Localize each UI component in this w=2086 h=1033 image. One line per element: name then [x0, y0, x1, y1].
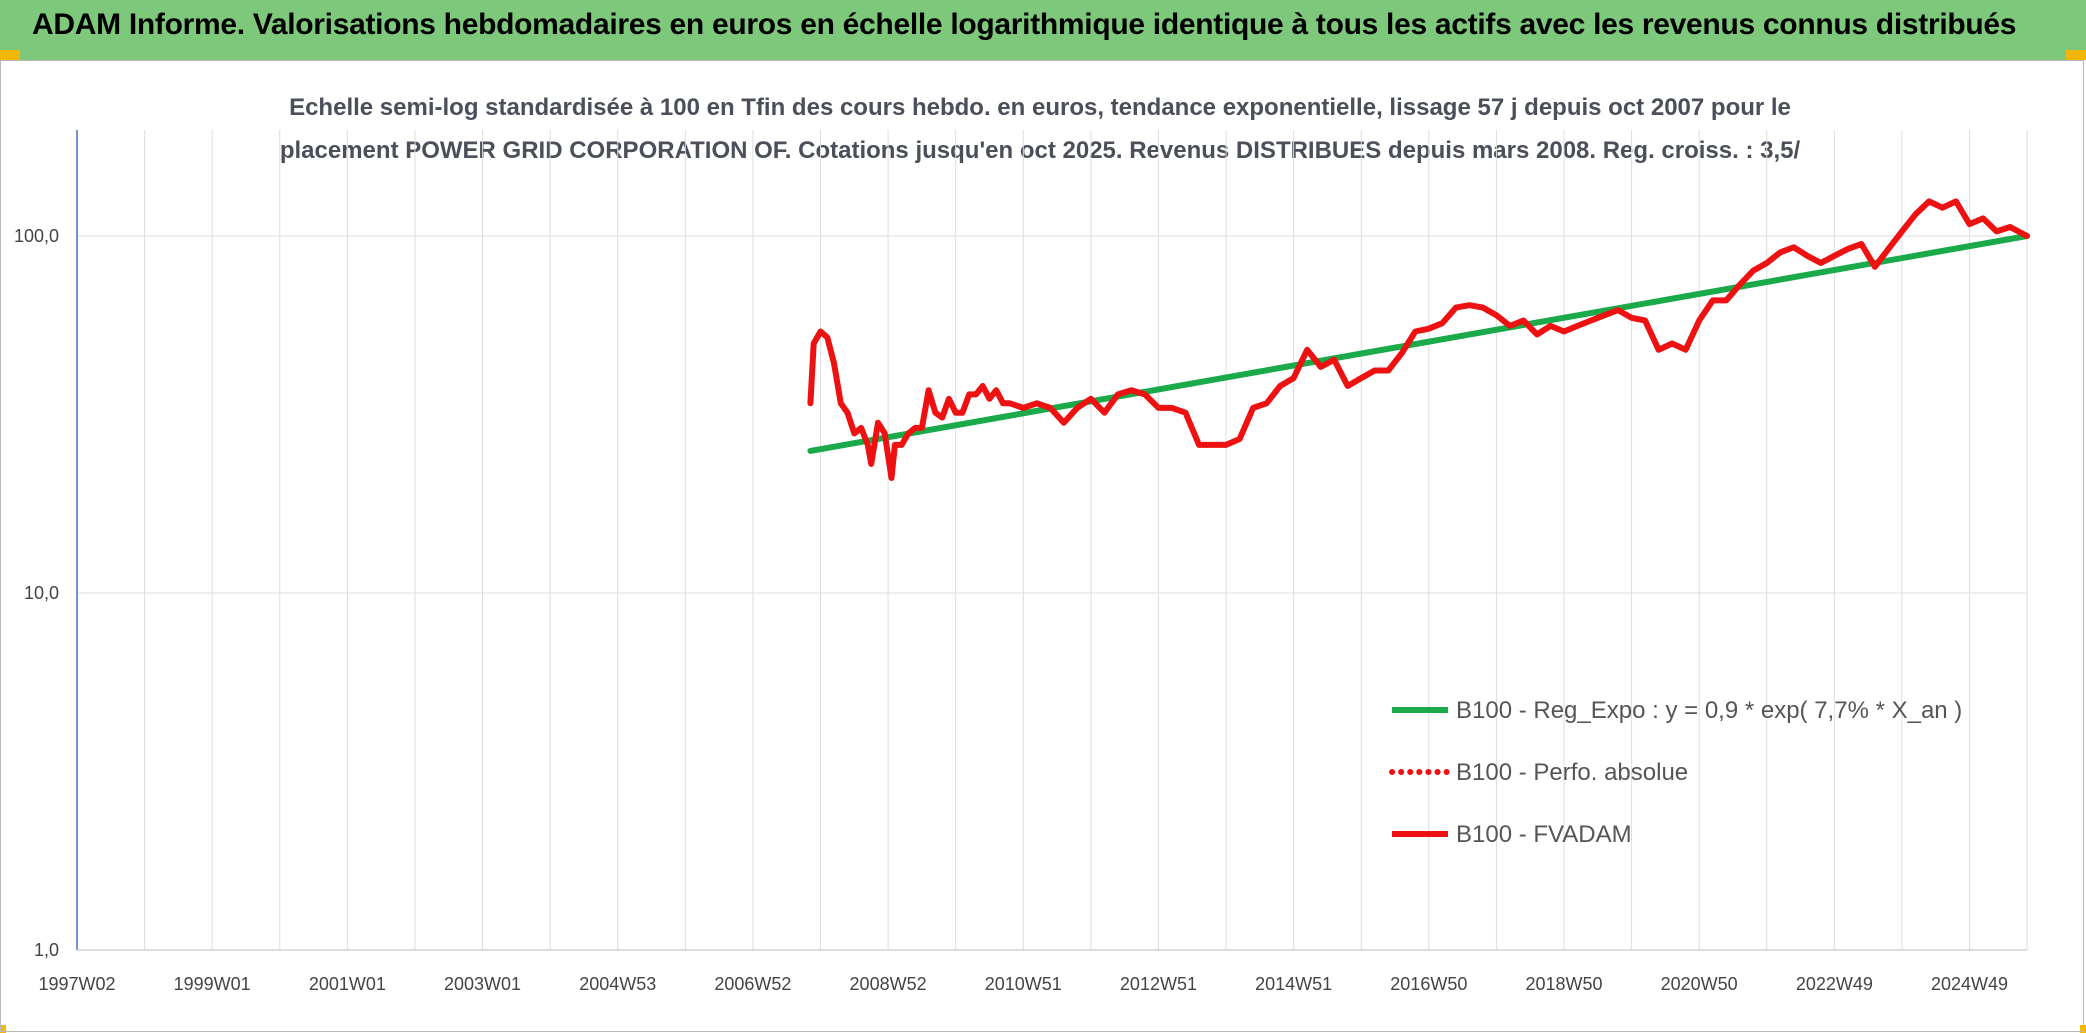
chart-title-line-2: placement POWER GRID CORPORATION OF. Cot…	[279, 137, 1801, 164]
axes: 100,0 10,0 1,0 1997W02 1999W01 2001W01 2003W01…	[14, 130, 2027, 994]
series-lines	[807, 198, 2030, 481]
corner-accent-right	[2066, 50, 2086, 60]
series-line	[807, 198, 2030, 481]
x-tick-label: 2012W51	[1120, 974, 1197, 994]
chart-title-line-1: Echelle semi-log standardisée à 100 en T…	[289, 94, 1791, 121]
corner-accent-bottom-left	[0, 1025, 6, 1033]
y-tick-label: 100,0	[14, 226, 59, 246]
legend-label: B100 - Perfo. absolue	[1456, 759, 1688, 786]
series-line	[807, 233, 2030, 454]
x-tick-label: 2014W51	[1255, 974, 1332, 994]
x-tick-label: 1997W02	[38, 974, 115, 994]
x-tick-label: 2004W53	[579, 974, 656, 994]
legend-label: B100 - Reg_Expo : y = 0,9 * exp( 7,7% * …	[1456, 697, 1962, 724]
corner-accent-left	[0, 50, 20, 60]
grid-lines	[77, 130, 2028, 951]
chart-title: Echelle semi-log standardisée à 100 en T…	[240, 86, 1840, 172]
x-tick-label: 2018W50	[1525, 974, 1602, 994]
legend-label: B100 - FVADAM	[1456, 821, 1632, 848]
report-title: ADAM Informe. Valorisations hebdomadaire…	[32, 8, 2017, 41]
x-tick-label: 2003W01	[444, 974, 521, 994]
x-tick-label: 2008W52	[850, 974, 927, 994]
x-tick-label: 2022W49	[1796, 974, 1873, 994]
y-tick-label: 10,0	[24, 583, 59, 603]
header-bar: ADAM Informe. Valorisations hebdomadaire…	[0, 0, 2086, 60]
chart-frame	[0, 60, 2084, 1032]
x-tick-label: 2016W50	[1390, 974, 1467, 994]
x-tick-label: 2001W01	[309, 974, 386, 994]
x-tick-label: 2010W51	[985, 974, 1062, 994]
y-tick-label: 1,0	[34, 940, 59, 960]
x-tick-label: 2020W50	[1661, 974, 1738, 994]
legend: B100 - Reg_Expo : y = 0,9 * exp( 7,7% * …	[1389, 697, 1962, 848]
x-tick-label: 1999W01	[174, 974, 251, 994]
x-tick-label: 2006W52	[714, 974, 791, 994]
x-tick-label: 2024W49	[1931, 974, 2008, 994]
